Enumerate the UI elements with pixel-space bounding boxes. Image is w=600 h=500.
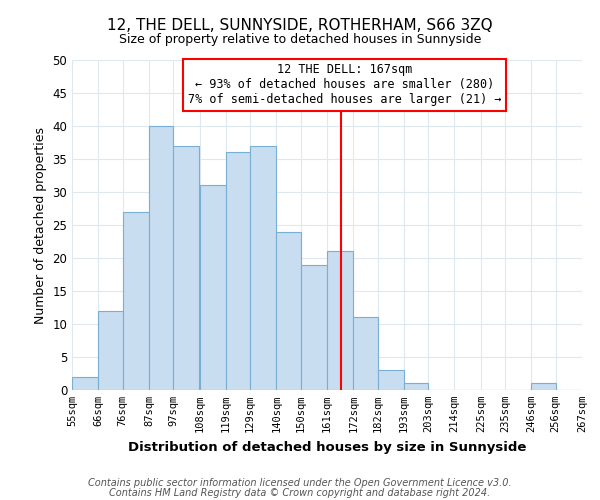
Bar <box>149 126 173 390</box>
Bar <box>199 186 226 390</box>
Text: 12 THE DELL: 167sqm
← 93% of detached houses are smaller (280)
7% of semi-detach: 12 THE DELL: 167sqm ← 93% of detached ho… <box>188 64 502 106</box>
Bar <box>122 212 149 390</box>
Bar <box>301 264 327 390</box>
Bar <box>277 232 301 390</box>
Bar <box>250 146 277 390</box>
Text: Contains HM Land Registry data © Crown copyright and database right 2024.: Contains HM Land Registry data © Crown c… <box>109 488 491 498</box>
Bar <box>173 146 199 390</box>
Bar <box>72 377 98 390</box>
Text: Contains public sector information licensed under the Open Government Licence v3: Contains public sector information licen… <box>88 478 512 488</box>
X-axis label: Distribution of detached houses by size in Sunnyside: Distribution of detached houses by size … <box>128 440 526 454</box>
Bar <box>353 318 377 390</box>
Bar <box>532 384 556 390</box>
Y-axis label: Number of detached properties: Number of detached properties <box>34 126 47 324</box>
Bar <box>327 252 353 390</box>
Text: 12, THE DELL, SUNNYSIDE, ROTHERHAM, S66 3ZQ: 12, THE DELL, SUNNYSIDE, ROTHERHAM, S66 … <box>107 18 493 32</box>
Bar <box>377 370 404 390</box>
Bar <box>226 152 250 390</box>
Bar <box>404 384 428 390</box>
Bar <box>98 311 122 390</box>
Text: Size of property relative to detached houses in Sunnyside: Size of property relative to detached ho… <box>119 32 481 46</box>
